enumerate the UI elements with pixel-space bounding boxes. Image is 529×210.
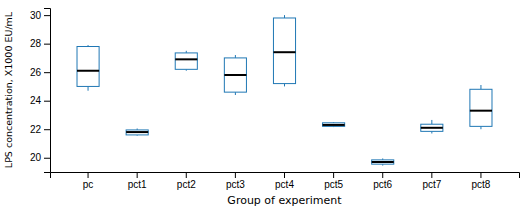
y-tick: 30: [30, 10, 50, 21]
y-tick-label: 28: [30, 38, 42, 49]
box: [175, 53, 197, 69]
x-tick-mark: [333, 172, 334, 178]
box: [421, 124, 443, 131]
y-tick: 24: [30, 95, 50, 106]
box-group: [175, 51, 197, 71]
x-tick-mark: [88, 172, 89, 178]
x-tick-mark: [431, 172, 432, 178]
y-tick-mark: [44, 129, 50, 130]
y-tick-label: 22: [30, 124, 42, 135]
x-tick-mark: [480, 172, 481, 178]
y-tick-label: 26: [30, 67, 42, 78]
x-tick-mark: [186, 172, 187, 178]
x-tick-mark: [284, 172, 285, 178]
x-tick-label: pct2: [177, 179, 196, 190]
box: [372, 160, 394, 164]
x-tick-label: pct1: [128, 179, 147, 190]
x-tick-mark: [382, 172, 383, 178]
box: [224, 58, 246, 92]
y-tick-mark: [44, 158, 50, 159]
x-axis: pc pct1 pct2 pct3 pct4 pct5 pct6 pct7 pct8: [51, 172, 520, 190]
x-tick: pct4: [275, 172, 294, 190]
x-tick: pct8: [471, 172, 490, 190]
x-tick: pct2: [177, 172, 196, 190]
y-tick-label: 24: [30, 95, 42, 106]
box: [273, 18, 295, 84]
y-tick-mark: [44, 101, 50, 102]
box-group: [126, 129, 148, 136]
x-axis-line: [51, 173, 520, 179]
median: [273, 51, 295, 53]
x-tick-label: pct6: [373, 179, 392, 190]
median: [421, 127, 443, 129]
box: [323, 123, 345, 127]
y-tick: 22: [30, 124, 50, 135]
x-tick-mark: [235, 172, 236, 178]
x-tick-mark: [137, 172, 138, 178]
x-tick: pct1: [128, 172, 147, 190]
box-group: [372, 158, 394, 165]
y-axis-line: [44, 9, 51, 173]
box-group: [77, 45, 99, 91]
median: [126, 131, 148, 133]
box: [77, 47, 99, 87]
median: [323, 124, 345, 126]
x-tick-label: pc: [83, 179, 94, 190]
box-group: [421, 120, 443, 134]
box-group: [470, 85, 492, 129]
x-tick: pct3: [226, 172, 245, 190]
x-tick: pct5: [324, 172, 343, 190]
y-axis-title: LPS concentration, X1000 EU/mL: [3, 11, 14, 168]
plot: 202224262830pcpct1pct2pct3pct4pct5pct6pc…: [30, 9, 520, 191]
whisker-low: [88, 86, 89, 90]
x-tick: pct6: [373, 172, 392, 190]
median: [224, 74, 246, 76]
box: [126, 130, 148, 135]
x-tick-label: pct3: [226, 179, 245, 190]
box: [470, 89, 492, 126]
y-tick: 28: [30, 38, 50, 49]
whisker-high: [480, 85, 481, 89]
median: [372, 161, 394, 163]
box-group: [273, 15, 295, 86]
y-tick-label: 30: [30, 10, 42, 21]
x-tick-label: pct7: [422, 179, 441, 190]
chart: 202224262830pcpct1pct2pct3pct4pct5pct6pc…: [0, 0, 529, 210]
y-tick-mark: [44, 44, 50, 45]
y-tick: 20: [30, 152, 50, 163]
x-axis-title: Group of experiment: [227, 194, 342, 207]
box-group: [224, 55, 246, 95]
y-tick-mark: [44, 72, 50, 73]
y-axis: 20 22 24 26 28 30: [30, 9, 51, 173]
x-tick: pc: [83, 172, 94, 190]
boxes: [77, 15, 492, 165]
x-tick-label: pct5: [324, 179, 343, 190]
median: [77, 70, 99, 72]
y-tick: 26: [30, 67, 50, 78]
y-tick-mark: [44, 15, 50, 16]
median: [470, 110, 492, 112]
median: [175, 58, 197, 60]
box-group: [323, 122, 345, 127]
y-tick-label: 20: [30, 152, 42, 163]
x-tick-label: pct8: [471, 179, 490, 190]
x-tick: pct7: [422, 172, 441, 190]
whisker-high: [431, 120, 432, 124]
x-tick-label: pct4: [275, 179, 294, 190]
